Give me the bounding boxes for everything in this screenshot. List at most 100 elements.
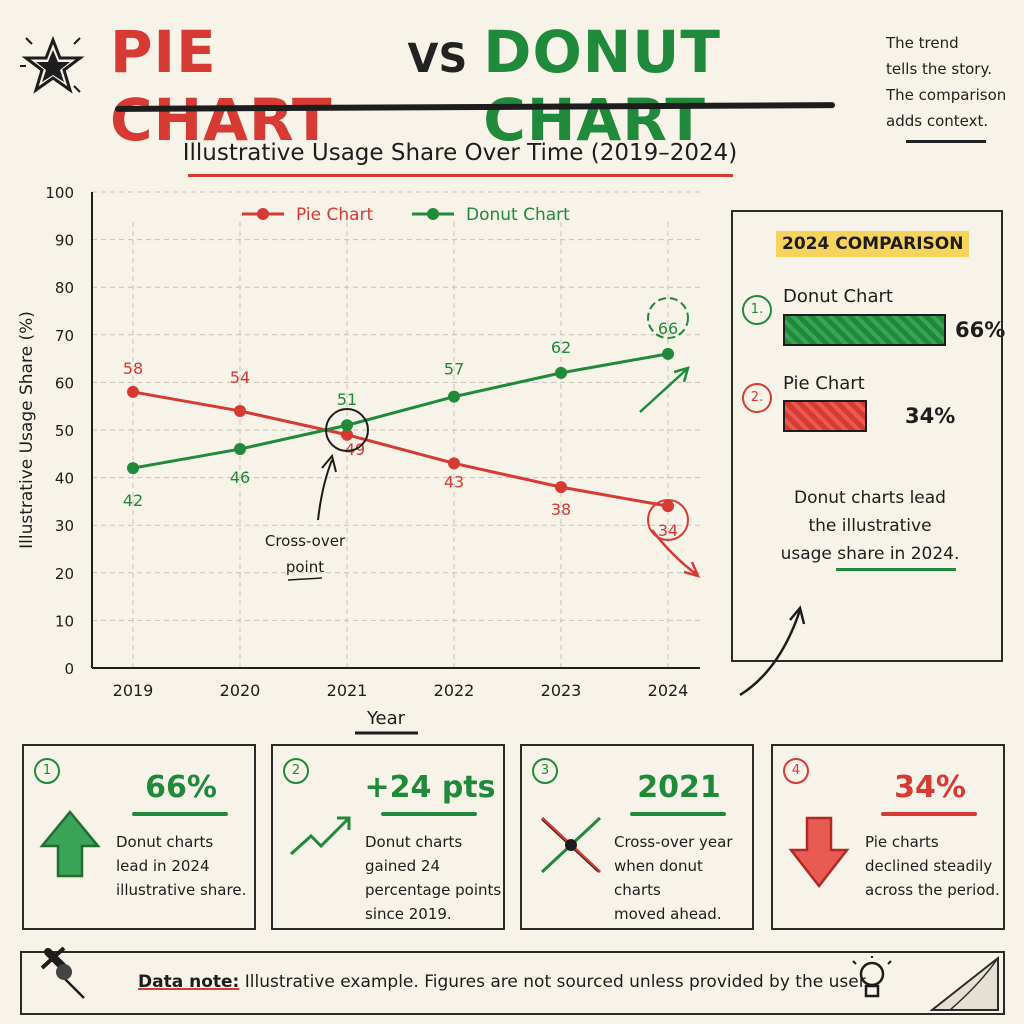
card-description-line: declined steadily (865, 857, 993, 875)
card-description: Donut charts gained 24 percentage points… (365, 830, 503, 926)
star-doodle-icon (20, 35, 85, 94)
comparison-note-line: the illustrative (808, 516, 932, 536)
data-label: 38 (551, 500, 571, 519)
y-tick-label: 90 (55, 232, 74, 250)
card-description-line: since 2019. (365, 905, 452, 923)
y-tick-label: 80 (55, 279, 74, 297)
card-stat-underline (381, 812, 477, 816)
y-tick-label: 100 (45, 184, 74, 202)
rank-badge: 1. (742, 295, 772, 325)
card-description-line: Donut charts (116, 833, 214, 851)
down-arrow-icon (788, 816, 850, 889)
data-point (341, 428, 353, 441)
card-number: 2 (283, 758, 309, 784)
line-chart: 0 10 20 30 40 50 60 70 80 90 100 2019 2020 2021 2022 20… (17, 184, 701, 735)
legend-marker (257, 208, 269, 220)
footer-body: Illustrative example. Figures are not so… (239, 972, 870, 992)
comparison-note-line: usage share in 2024. (780, 544, 960, 564)
footer-label: Data note: (138, 972, 240, 992)
data-point (234, 443, 246, 456)
side-note-line: The comparison (886, 86, 1007, 104)
comparison-bar-donut (783, 314, 946, 346)
insight-card: 3 2021 Cross-over year when donut charts… (520, 744, 754, 930)
card-description: Pie charts declined steadily across the … (865, 830, 1003, 902)
data-label: 43 (444, 472, 464, 491)
trend-arrowhead (673, 366, 690, 383)
trend-up-icon (289, 816, 351, 856)
annotation-underline (287, 577, 323, 581)
insight-card: 2 +24 pts Donut charts gained 24 percent… (271, 744, 505, 930)
card-description-line: Pie charts (865, 833, 939, 851)
card-number: 3 (532, 758, 558, 784)
card-stat: 2021 (637, 770, 721, 805)
data-label: 66 (658, 319, 678, 338)
card-description-line: illustrative share. (116, 881, 247, 899)
card-description: Donut charts lead in 2024 illustrative s… (116, 830, 254, 902)
side-note-line: The trend (886, 34, 959, 52)
data-label: 57 (444, 360, 464, 379)
comparison-item-name: Donut Chart (783, 286, 893, 307)
card-description: Cross-over year when donut charts moved … (614, 830, 752, 926)
crossover-arrow (317, 459, 333, 521)
data-point (555, 366, 567, 379)
legend-label: Donut Chart (466, 205, 570, 225)
title-vs: VS (407, 36, 468, 82)
crossover-icon (540, 816, 602, 874)
footer-text: Data note: Illustrative example. Figures… (138, 972, 870, 992)
card-number: 4 (783, 758, 809, 784)
insight-card: 4 34% Pie charts declined steadily acros… (771, 744, 1005, 930)
insight-card: 1 66% Donut charts lead in 2024 illustra… (22, 744, 256, 930)
comparison-title: 2024 COMPARISON (776, 231, 970, 257)
comparison-value: 34% (905, 404, 956, 428)
comparison-note: Donut charts lead the illustrative usage… (760, 484, 980, 568)
y-tick-label: 60 (55, 374, 74, 392)
x-tick-label: 2020 (220, 681, 261, 700)
y-tick-label: 40 (55, 470, 74, 488)
y-tick-label: 70 (55, 327, 74, 345)
data-label: 34 (658, 521, 678, 540)
card-description-line: Donut charts (365, 833, 463, 851)
footer-note (20, 951, 1005, 1015)
lightbulb-icon (852, 956, 892, 998)
data-point (127, 385, 139, 398)
comparison-note-line: Donut charts lead (794, 488, 946, 508)
card-stat: +24 pts (364, 770, 496, 805)
side-note: The trend tells the story. The compariso… (886, 30, 1016, 134)
trend-arrow (639, 369, 687, 413)
chart-title: Illustrative Usage Share Over Time (2019… (182, 140, 738, 166)
card-description-line: across the period. (865, 881, 1000, 899)
data-point (448, 457, 460, 470)
comparison-value: 66% (955, 318, 1006, 342)
card-description-line: Cross-over year (614, 833, 733, 851)
data-label: 51 (337, 390, 357, 409)
x-axis-label: Year (366, 708, 406, 729)
data-point (662, 347, 674, 360)
crossover-arrowhead (321, 453, 337, 473)
page-title: PIE CHART VS DONUT CHART (110, 18, 870, 154)
card-description-line: when donut charts (614, 857, 703, 899)
data-label: 58 (123, 359, 143, 378)
data-point (127, 462, 139, 475)
annotation-text: point (286, 558, 324, 576)
title-donut: DONUT CHART (483, 18, 721, 154)
data-point (234, 404, 246, 417)
x-tick-label: 2024 (648, 681, 689, 700)
y-tick-label: 0 (64, 660, 74, 678)
card-number: 1 (34, 758, 60, 784)
title-pie: PIE CHART (110, 18, 333, 154)
y-tick-label: 50 (55, 422, 74, 440)
comparison-bar-pie (783, 400, 867, 432)
side-note-underline (906, 140, 986, 143)
curved-arrow-icon (739, 605, 806, 697)
trend-arrow (651, 529, 697, 575)
data-label: 42 (123, 491, 143, 510)
chart-title-underline (188, 174, 733, 177)
card-stat-underline (630, 812, 726, 816)
comparison-item-name: Pie Chart (783, 373, 865, 394)
card-description-line: lead in 2024 (116, 857, 210, 875)
side-note-line: tells the story. (886, 60, 992, 78)
data-point (662, 500, 674, 513)
x-tick-label: 2019 (113, 681, 154, 700)
series-line (132, 352, 669, 470)
data-label: 46 (230, 468, 250, 487)
